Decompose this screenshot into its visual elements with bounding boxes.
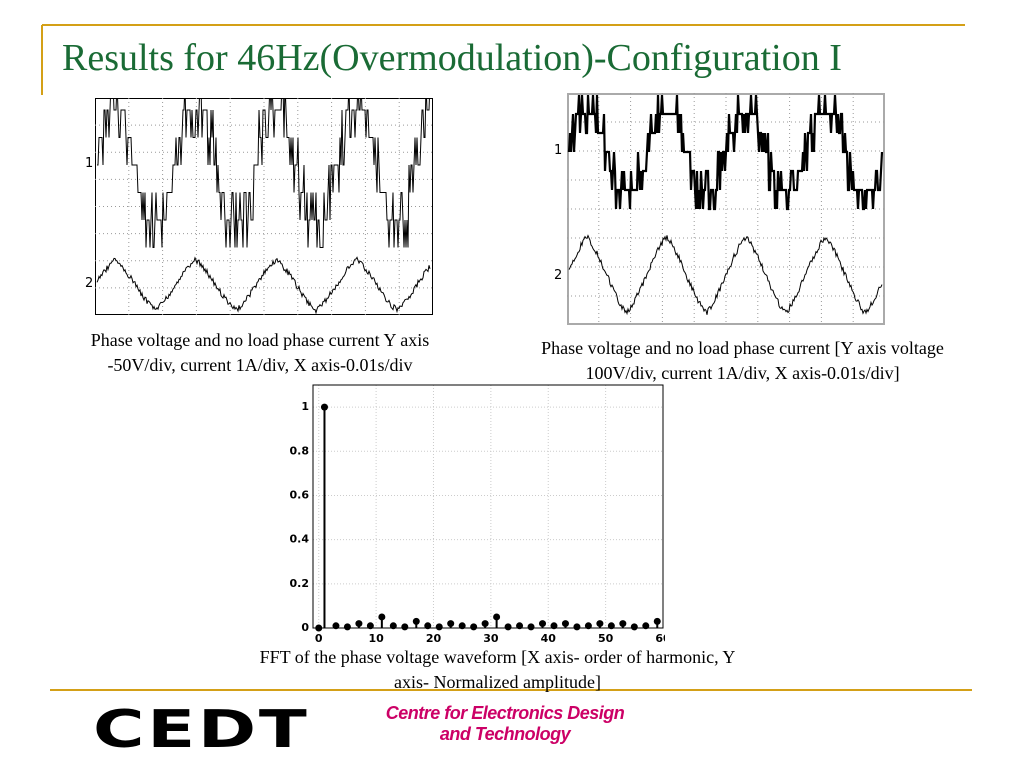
stem-marker (320, 403, 328, 411)
y-tick-label: 0.4 (290, 533, 310, 546)
stem-marker (653, 617, 661, 625)
x-tick-label: 40 (541, 632, 557, 645)
current-trace (96, 256, 431, 315)
stem-marker (493, 613, 501, 621)
stem-marker (630, 623, 638, 631)
org-line: and Technology (439, 724, 571, 744)
trace-label: 2 (554, 268, 563, 283)
x-tick-label: 20 (426, 632, 442, 645)
slide-title: Results for 46Hz(Overmodulation)-Configu… (62, 37, 842, 79)
stem-marker (550, 622, 558, 630)
trace-label: 1 (85, 156, 94, 171)
plot-frame (312, 384, 664, 629)
stem-marker (573, 623, 581, 631)
stem-marker (447, 620, 455, 628)
stem-marker (470, 623, 478, 631)
stem-marker (584, 622, 592, 630)
stem-marker (561, 620, 569, 628)
caption-left: Phase voltage and no load phase current … (90, 330, 430, 375)
voltage-trace (567, 94, 884, 211)
stem-marker (424, 622, 432, 630)
org-line: Centre for Electronics Design (385, 703, 625, 723)
fft-chart: 0 10 20 30 40 50 60 0 0.2 0.4 0.6 0.8 1 (285, 383, 665, 651)
stem-marker (332, 622, 340, 630)
stem-marker (516, 622, 524, 630)
stem-marker (596, 620, 604, 628)
stem-marker (539, 620, 547, 628)
stem-marker (389, 622, 397, 630)
stem-marker (527, 623, 535, 631)
stem-marker (607, 622, 615, 630)
stem-marker (315, 624, 323, 632)
stem-marker (412, 617, 420, 625)
stem-marker (481, 620, 489, 628)
y-tick-label: 0 (301, 621, 309, 634)
y-tick-label: 0.6 (290, 488, 310, 501)
organization: Centre for Electronics Design and Techno… (340, 703, 670, 745)
y-tick-label: 1 (301, 400, 309, 413)
stem-marker (458, 622, 466, 630)
x-tick-label: 10 (368, 632, 384, 645)
stem-marker (343, 623, 351, 631)
stem-marker (504, 623, 512, 631)
x-tick-label: 60 (655, 632, 665, 645)
current-trace (568, 234, 883, 316)
trace-label: 1 (554, 143, 563, 158)
x-tick-label: 0 (315, 632, 323, 645)
x-tick-label: 30 (483, 632, 499, 645)
voltage-trace (97, 98, 430, 248)
stem-marker (378, 613, 386, 621)
stem-marker (642, 622, 650, 630)
stem-marker (435, 623, 443, 631)
stem-marker (366, 622, 374, 630)
trace-label: 2 (85, 276, 94, 291)
stem-marker (619, 620, 627, 628)
caption-fft: FFT of the phase voltage waveform [X axi… (259, 647, 736, 692)
y-tick-label: 0.8 (290, 444, 310, 457)
y-tick-label: 0.2 (290, 577, 310, 590)
caption-right: Phase voltage and no load phase current … (541, 338, 944, 383)
stem-marker (401, 623, 409, 631)
logo: CEDT (93, 700, 310, 760)
scope-left (95, 98, 433, 315)
x-tick-label: 50 (598, 632, 614, 645)
stem-marker (355, 620, 363, 628)
scope-right (567, 93, 885, 325)
